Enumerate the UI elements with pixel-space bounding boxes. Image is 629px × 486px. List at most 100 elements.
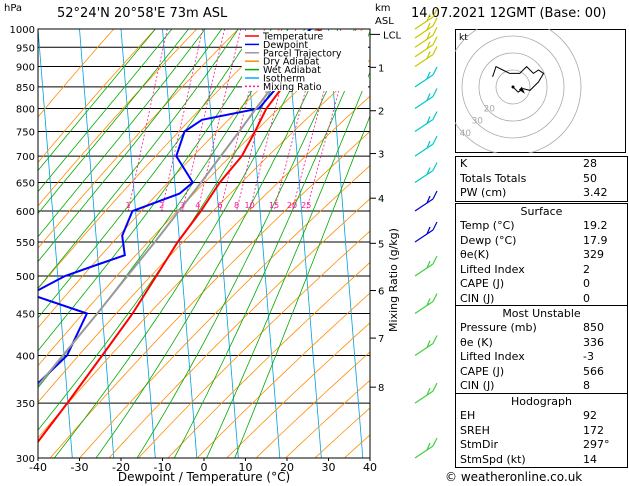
indices-table: K 28 Totals Totals 50 PW (cm) 3.42 [455, 156, 628, 202]
row-value: 14 [583, 452, 597, 466]
hodograph-ring [455, 29, 582, 153]
row-label: CIN (J) [460, 291, 495, 305]
wind-barb-flag [432, 8, 438, 18]
table-row: K 28 [456, 157, 627, 172]
wind-barb-flag [426, 41, 431, 50]
wind-barb-flag [432, 162, 438, 171]
pressure-tick-label: 300 [16, 454, 35, 465]
asl-label: ASL [375, 16, 394, 27]
km-tick-label: 7 [378, 334, 384, 345]
isotherm-line [162, 29, 198, 458]
table-row: θe (K) 336 [456, 336, 627, 351]
wet-adiabat-line [38, 29, 306, 431]
wind-barb [414, 143, 434, 157]
pressure-tick-label: 700 [16, 152, 35, 163]
dry-adiabat-line [108, 198, 370, 458]
km-tick-label: 3 [378, 150, 384, 161]
dry-adiabat-line [49, 130, 370, 458]
wind-barb [414, 74, 434, 88]
mixing-ratio-label: 25 [301, 201, 311, 210]
wet-adiabat-line [38, 29, 173, 193]
wind-barb-flag [432, 293, 438, 302]
row-label: K [460, 157, 468, 170]
wind-barb [414, 54, 434, 68]
km-tick-label: 8 [378, 383, 384, 394]
row-label: PW (cm) [460, 186, 507, 200]
wind-barb [414, 119, 434, 133]
mixing-ratio-label: 6 [218, 201, 223, 210]
hodograph-trace [492, 65, 545, 93]
table-row: CAPE (J) 566 [456, 365, 627, 380]
hpa-label: hPa [4, 3, 23, 14]
table-row: StmSpd (kt) 14 [456, 453, 627, 468]
wind-barb [414, 96, 434, 110]
row-value: 329 [583, 248, 604, 262]
pressure-tick-label: 850 [16, 83, 35, 94]
pressure-tick-label: 750 [16, 128, 35, 139]
table-row: CIN (J) 8 [456, 379, 627, 394]
row-label: SREH [460, 423, 490, 437]
wind-barb [414, 198, 434, 212]
row-label: CAPE (J) [460, 277, 505, 291]
isotherm-line [328, 29, 364, 458]
table-row: CIN (J) 0 [456, 292, 627, 307]
table-row: Lifted Index -3 [456, 350, 627, 365]
hodograph-ring-label: 30 [472, 117, 484, 127]
row-value: 28 [583, 157, 597, 170]
wind-barb-flag [426, 260, 431, 269]
dry-adiabat-line [38, 29, 115, 118]
pressure-tick-label: 400 [16, 351, 35, 362]
wind-barb-flag [426, 22, 431, 31]
pressure-tick-label: 500 [16, 272, 35, 283]
temperature-tick-label: -40 [29, 461, 47, 474]
dry-adiabat-line [226, 322, 370, 458]
km-tick-label: 5 [378, 239, 384, 250]
temperature-tick-label: -20 [112, 461, 130, 474]
wind-barb-flag [432, 335, 438, 344]
wind-barb-flag [432, 382, 438, 392]
km-label: km [375, 3, 391, 14]
temperature-tick-label: 10 [239, 461, 253, 474]
table-row: SREH 172 [456, 424, 627, 439]
wind-barb [414, 390, 434, 404]
isotherm-line [286, 29, 322, 458]
hodograph-ring [478, 52, 548, 122]
wind-barb-flag [426, 140, 431, 149]
row-value: 2 [583, 262, 590, 276]
row-label: CIN (J) [460, 379, 495, 393]
mixing-ratio-line [197, 29, 242, 212]
legend-entry: Dry Adiabat [263, 57, 320, 68]
wind-barb-flag [432, 66, 438, 76]
pressure-tick-label: 800 [16, 105, 35, 116]
row-value: 92 [583, 409, 597, 422]
table-row: PW (cm) 3.42 [456, 186, 627, 201]
mixing-ratio-label: 3 [180, 201, 185, 210]
wind-barb-flag [426, 93, 431, 101]
row-value: 50 [583, 171, 597, 185]
row-label: θe(K) [460, 248, 490, 262]
row-label: Lifted Index [460, 350, 525, 364]
table-row: θe(K) 329 [456, 248, 627, 263]
mixing-ratio-line [182, 29, 226, 212]
hodograph-ring [495, 69, 531, 105]
table-row: CAPE (J) 0 [456, 277, 627, 292]
row-value: 3.42 [583, 186, 608, 200]
isotherm-line [38, 29, 73, 458]
wind-barb-flag [426, 32, 431, 40]
wind-barb [414, 25, 434, 39]
legend-entry: Parcel Trajectory [263, 48, 342, 59]
hodograph-table: Hodograph EH 92 SREH 172 StmDir 297° StmSpd (kt… [455, 393, 628, 469]
surface-title: Surface [520, 205, 563, 218]
mixing-ratio-line [127, 29, 168, 212]
wind-barb-flag [426, 51, 431, 59]
wet-adiabat-line [38, 29, 223, 263]
lcl-label: LCL [383, 30, 402, 41]
isotherm-line [245, 29, 281, 458]
dry-adiabat-line [38, 29, 281, 290]
wind-barb [414, 445, 434, 459]
row-label: StmSpd (kt) [460, 452, 526, 466]
wind-barb-flag [426, 387, 431, 396]
wind-barb-flag [426, 167, 431, 175]
row-label: Pressure (mb) [460, 321, 537, 334]
wind-barb [414, 342, 434, 356]
